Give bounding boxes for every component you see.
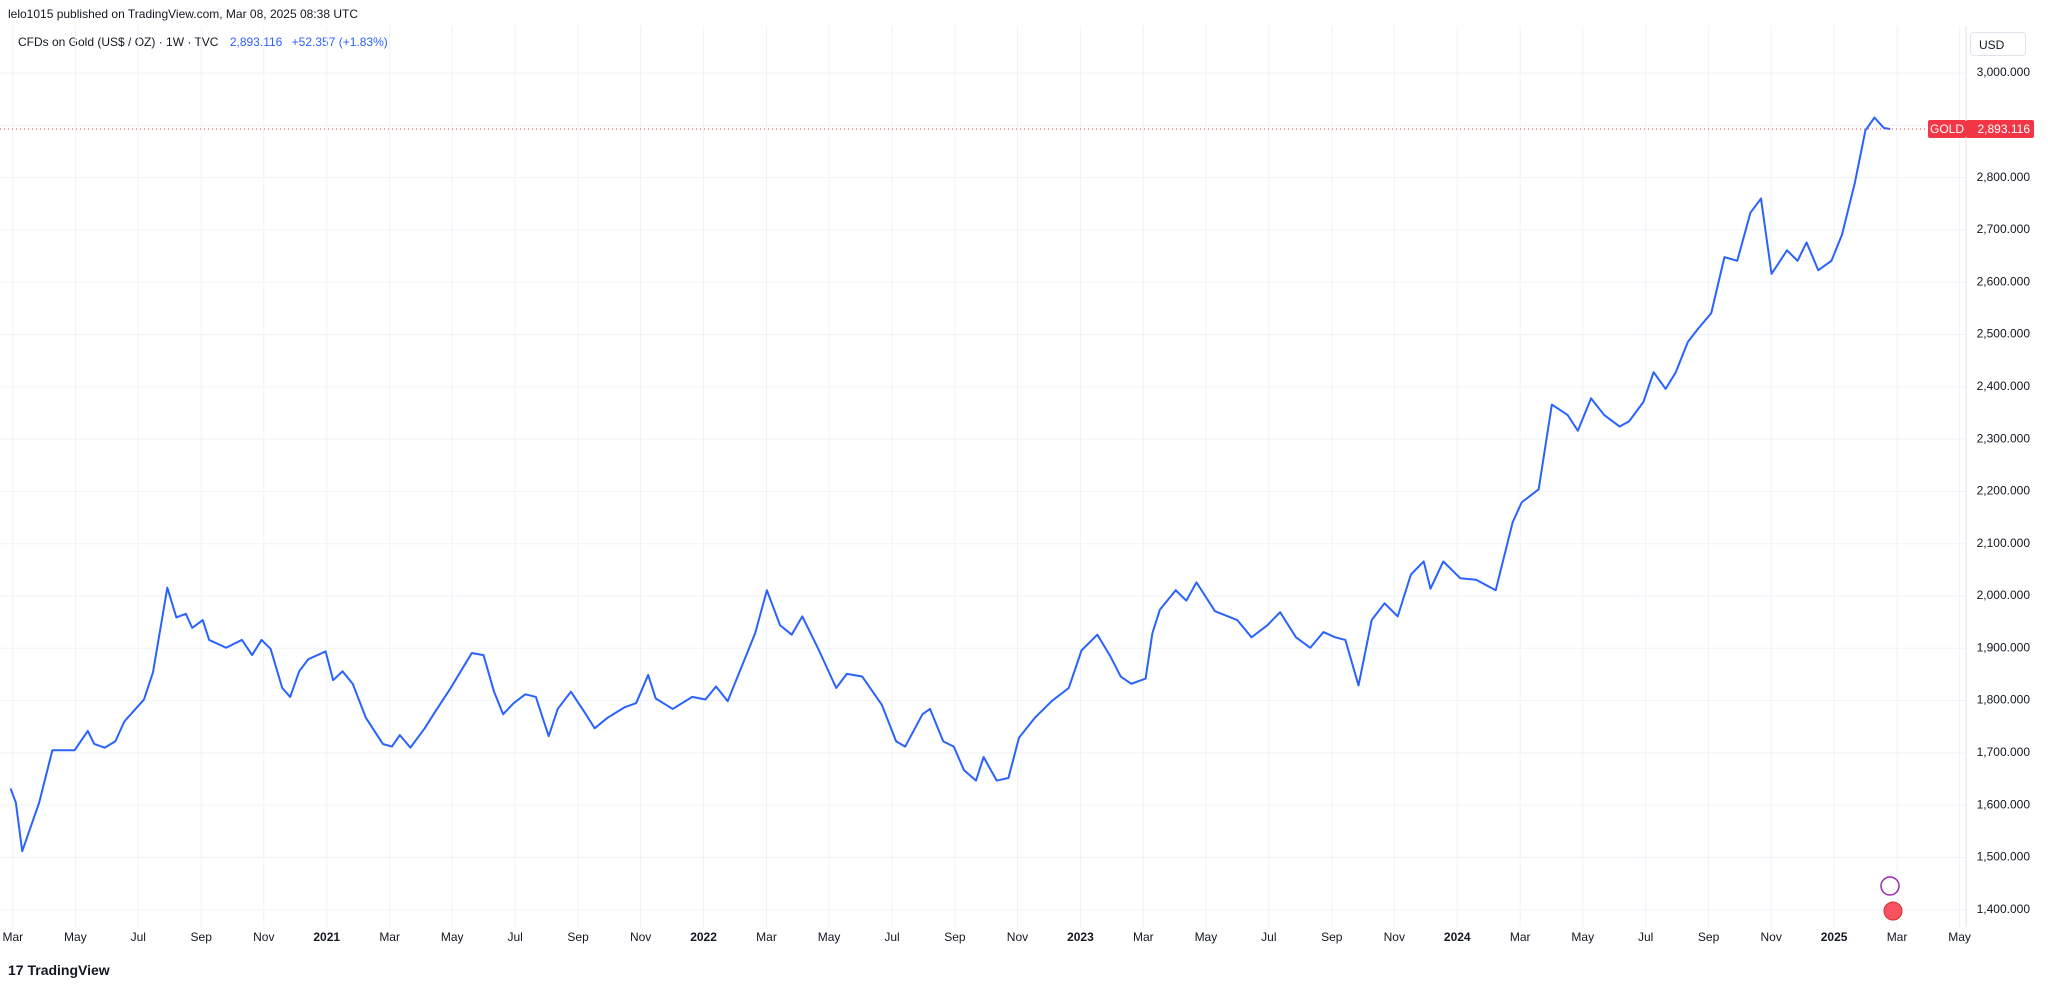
y-tick-label: 1,800.000 bbox=[1977, 693, 2031, 707]
currency-button[interactable]: USD bbox=[1970, 32, 2026, 56]
x-tick-label: Jul bbox=[131, 930, 146, 944]
x-tick-label: Nov bbox=[1007, 930, 1028, 944]
x-tick-label: Sep bbox=[1698, 930, 1720, 944]
y-tick-label: 2,700.000 bbox=[1977, 222, 2031, 236]
x-tick-label: May bbox=[64, 930, 87, 944]
x-tick-label: May bbox=[1195, 930, 1218, 944]
last-price-label-bg bbox=[1966, 119, 2034, 138]
last-price-tag-bg bbox=[1928, 119, 1966, 138]
y-tick-label: 1,600.000 bbox=[1977, 797, 2031, 811]
y-tick-label: 2,500.000 bbox=[1977, 327, 2031, 341]
event-icon[interactable] bbox=[1880, 876, 1900, 896]
y-tick-label: 2,200.000 bbox=[1977, 484, 2031, 498]
x-tick-label: Jul bbox=[884, 930, 899, 944]
x-tick-label: Sep bbox=[191, 930, 213, 944]
y-tick-label: 1,700.000 bbox=[1977, 745, 2031, 759]
x-tick-label: Jul bbox=[507, 930, 522, 944]
y-tick-label: 1,500.000 bbox=[1977, 850, 2031, 864]
publisher: lelo1015 published on TradingView.com, M… bbox=[8, 7, 358, 21]
y-tick-label: 3,000.000 bbox=[1977, 65, 2031, 79]
x-tick-label: Sep bbox=[944, 930, 966, 944]
y-tick-label: 2,300.000 bbox=[1977, 431, 2031, 445]
x-tick-label: 2023 bbox=[1067, 930, 1094, 944]
x-tick-label: Sep bbox=[1321, 930, 1343, 944]
symbol-bar: CFDs on Gold (US$ / OZ) · 1W · TVC 2,893… bbox=[18, 35, 388, 49]
event-icon[interactable] bbox=[1883, 901, 1903, 921]
x-tick-label: 2022 bbox=[690, 930, 717, 944]
x-tick-label: Mar bbox=[1887, 930, 1908, 944]
x-tick-label: 2025 bbox=[1821, 930, 1848, 944]
x-tick-label: Jul bbox=[1638, 930, 1653, 944]
x-tick-label: Jul bbox=[1261, 930, 1276, 944]
last-price: 2,893.116 bbox=[229, 35, 283, 49]
price-change: +52.357 (+1.83%) bbox=[291, 35, 388, 49]
y-tick-label: 2,600.000 bbox=[1977, 274, 2031, 288]
x-tick-label: Nov bbox=[630, 930, 651, 944]
x-tick-label: Nov bbox=[253, 930, 274, 944]
x-tick-label: Mar bbox=[1133, 930, 1154, 944]
y-tick-label: 2,000.000 bbox=[1977, 588, 2031, 602]
x-tick-label: Mar bbox=[379, 930, 400, 944]
symbol-title: CFDs on Gold (US$ / OZ) · 1W · TVC bbox=[18, 35, 219, 49]
y-tick-label: 1,400.000 bbox=[1977, 902, 2031, 916]
brand: 17 TradingView bbox=[8, 962, 110, 978]
price-line bbox=[9, 116, 1891, 853]
brand-logo: 17 bbox=[8, 962, 28, 978]
x-tick-label: May bbox=[818, 930, 841, 944]
y-tick-label: 2,400.000 bbox=[1977, 379, 2031, 393]
x-tick-label: May bbox=[1571, 930, 1594, 944]
y-tick-label: 1,900.000 bbox=[1977, 640, 2031, 654]
x-tick-label: May bbox=[441, 930, 464, 944]
x-tick-label: Mar bbox=[756, 930, 777, 944]
x-tick-label: Mar bbox=[2, 930, 23, 944]
x-tick-label: Nov bbox=[1760, 930, 1781, 944]
x-tick-label: 2021 bbox=[313, 930, 340, 944]
x-tick-label: Nov bbox=[1384, 930, 1405, 944]
last-price-tag: GOLD bbox=[1930, 122, 1964, 136]
brand-name: TradingView bbox=[27, 962, 110, 978]
x-tick-label: Sep bbox=[567, 930, 589, 944]
x-tick-label: 2024 bbox=[1444, 930, 1471, 944]
y-tick-label: 2,800.000 bbox=[1977, 170, 2031, 184]
y-tick-label: 2,100.000 bbox=[1977, 536, 2031, 550]
x-tick-label: Mar bbox=[1510, 930, 1531, 944]
x-tick-label: May bbox=[1948, 930, 1971, 944]
chart: 1,400.000 1,500.000 1,600.000 1,700.000 1,80… bbox=[0, 26, 2034, 944]
last-price-label: 2,893.116 bbox=[1978, 122, 2031, 136]
